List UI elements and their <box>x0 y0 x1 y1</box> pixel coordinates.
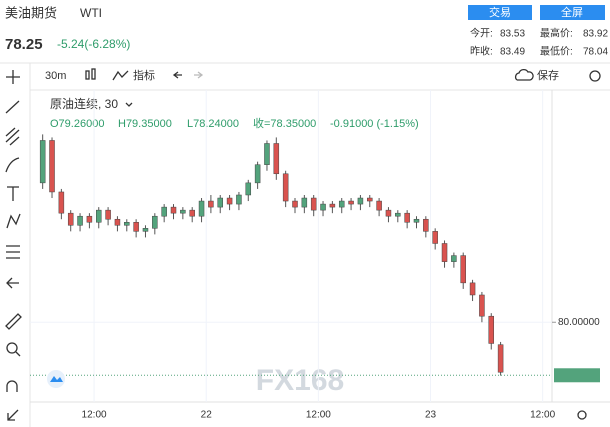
plot: 12:00 22 12:00 23 12:00 80.00000 <box>30 90 600 421</box>
save[interactable]: 保存 <box>537 68 559 82</box>
interval[interactable]: 30m <box>45 70 66 82</box>
redo-icon[interactable] <box>194 71 204 79</box>
candle-body <box>124 222 130 226</box>
stat-label: 最高价: <box>540 27 573 40</box>
candle-body <box>292 200 298 208</box>
candle-body <box>198 200 205 217</box>
candle-body <box>338 200 345 208</box>
candle-body <box>357 197 364 205</box>
x-tick-label: 12:00 <box>306 410 331 421</box>
candle-body <box>301 197 308 208</box>
fullscreen-label: 全屏 <box>561 5 583 19</box>
candle-body <box>479 294 485 317</box>
candle-body <box>86 215 93 223</box>
candle-body <box>245 182 252 196</box>
candle-body <box>329 203 336 208</box>
candle-body <box>161 206 167 217</box>
candle-body <box>282 173 289 202</box>
candle-body <box>451 255 457 262</box>
indicators[interactable]: 指标 <box>133 68 155 82</box>
candle-body <box>114 218 121 226</box>
candle-body <box>105 209 111 220</box>
stat-value: 83.53 <box>500 29 525 40</box>
x-tick-label: 23 <box>425 410 437 421</box>
legend-ohlc: O79.26000 <box>50 118 104 130</box>
watermark: FX168 <box>256 364 344 397</box>
candle-icon[interactable] <box>85 68 96 80</box>
axis-settings-icon[interactable] <box>577 410 587 420</box>
candle-body <box>441 243 448 262</box>
legend-ohlc: L78.24000 <box>187 118 239 130</box>
stat-label: 昨收: <box>470 45 493 58</box>
candle-body <box>385 209 392 217</box>
candle-body <box>217 197 223 208</box>
left-toolbar[interactable] <box>5 70 22 421</box>
candle-body <box>39 140 46 184</box>
x-tick-label: 12:00 <box>82 410 107 421</box>
logo-icon <box>50 376 63 382</box>
candle-body <box>460 255 466 284</box>
candle-body <box>413 218 420 223</box>
price: 78.25 <box>5 36 43 53</box>
candle-body <box>348 200 354 205</box>
change: -5.24(-6.28%) <box>57 37 130 51</box>
candle-body <box>423 218 429 232</box>
cloud-icon[interactable] <box>514 68 534 81</box>
candle-body <box>236 194 242 205</box>
candle-body <box>254 164 261 184</box>
candle-body <box>189 209 195 217</box>
symbol: WTI <box>80 6 102 20</box>
legend-ohlc: 收=78.35000 <box>253 116 316 130</box>
trade-button[interactable] <box>468 5 532 20</box>
candle-body <box>226 197 233 205</box>
stat-value: 83.49 <box>500 47 525 58</box>
candle-body <box>376 200 382 211</box>
undo-icon[interactable] <box>172 71 182 79</box>
trade-label: 交易 <box>489 5 511 19</box>
candle-body <box>67 212 74 226</box>
candle-body <box>58 191 65 214</box>
candle-body <box>320 203 326 211</box>
x-tick-label: 12:00 <box>530 410 555 421</box>
candle-body <box>49 140 55 193</box>
candle-body <box>170 206 177 214</box>
candle-body <box>142 228 149 232</box>
settings-icon[interactable] <box>589 70 601 82</box>
y-tick-label: 80.00000 <box>558 317 600 328</box>
legend-ohlc: -0.91000 (-1.15%) <box>330 118 419 130</box>
candle-body <box>310 197 317 211</box>
stat-value: 83.92 <box>583 29 608 40</box>
stat-label: 最低价: <box>540 45 573 58</box>
candle-body <box>77 215 83 226</box>
candle-body <box>497 344 504 373</box>
candle-body <box>208 200 214 208</box>
legend-ohlc: H79.35000 <box>118 118 172 130</box>
candle-body <box>488 315 495 344</box>
candle-body <box>469 282 476 296</box>
candle-body <box>152 215 158 229</box>
x-tick-label: 22 <box>201 410 213 421</box>
candle-body <box>404 212 410 223</box>
candle-body <box>395 212 401 217</box>
stat-value: 78.04 <box>583 47 608 58</box>
candle-body <box>367 197 373 202</box>
fullscreen-button[interactable] <box>540 5 605 20</box>
stat-label: 今开: <box>470 27 493 40</box>
indicator-icon[interactable] <box>112 70 129 81</box>
candle-body <box>133 222 139 232</box>
candle-body <box>95 209 102 223</box>
candle-body <box>273 143 280 175</box>
legend-name: 原油连续, 30 <box>50 96 118 111</box>
candle-body <box>432 231 438 244</box>
legend-chevron[interactable] <box>125 102 133 107</box>
candle-body <box>180 209 186 214</box>
title: 美油期货 <box>5 5 57 20</box>
candle-body <box>264 143 270 165</box>
last-price-box <box>554 368 600 383</box>
